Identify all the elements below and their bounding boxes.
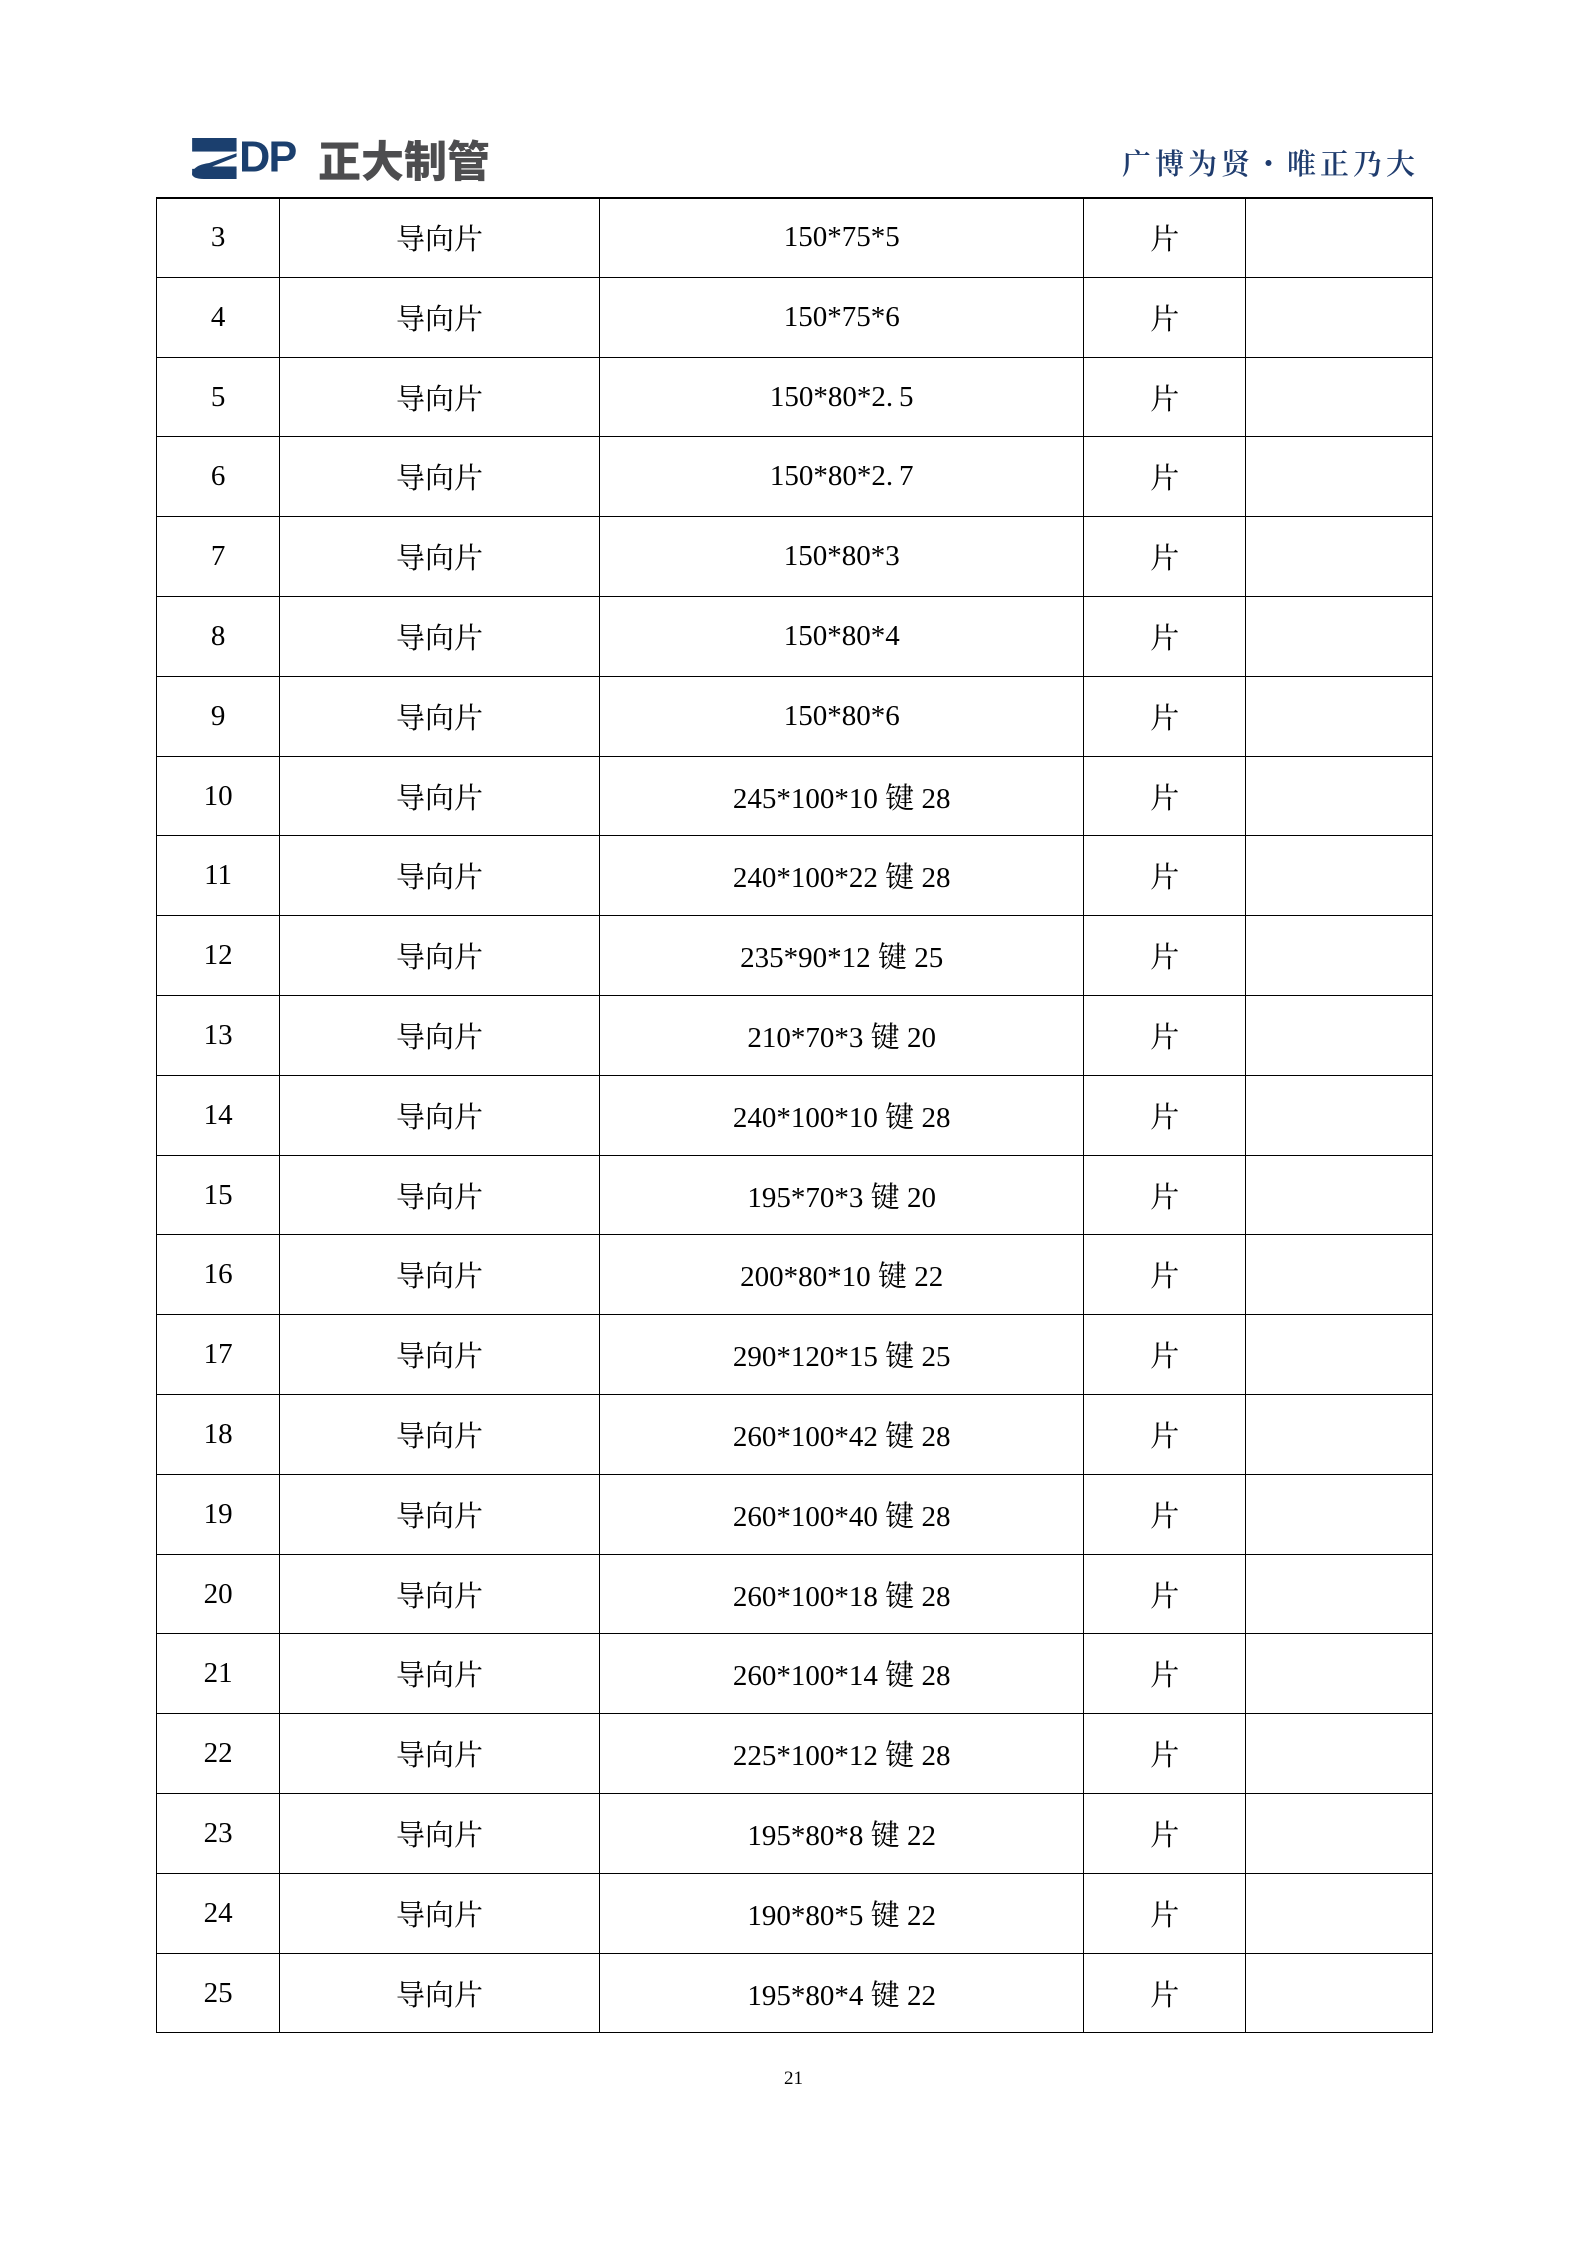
svg-text:DP: DP bbox=[239, 138, 296, 179]
